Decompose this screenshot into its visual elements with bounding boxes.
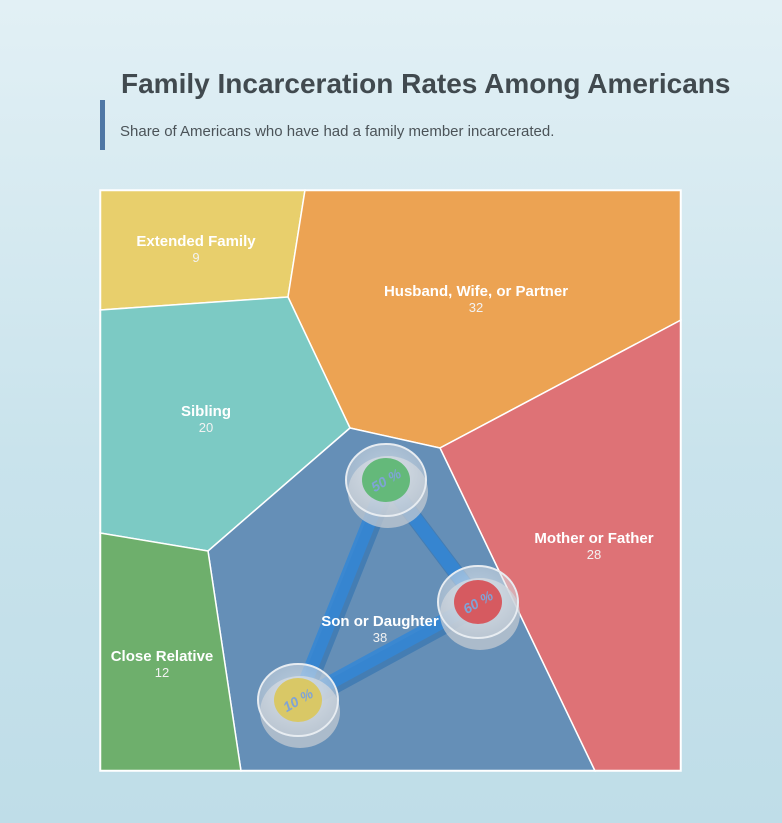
chart-frame <box>99 189 682 772</box>
cell-label-close-relative: Close Relative <box>111 648 214 665</box>
subtitle-accent-bar <box>100 100 105 150</box>
cell-value-extended-family: 9 <box>192 250 199 265</box>
cell-label-son-or-daughter: Son or Daughter <box>321 613 439 630</box>
network-node-10: 10 % <box>257 663 340 748</box>
network-node-60: 60 % <box>437 565 520 650</box>
cell-value-close-relative: 12 <box>155 665 169 680</box>
node-core <box>454 580 502 624</box>
cell-label-extended-family: Extended Family <box>136 233 256 250</box>
page-subtitle: Share of Americans who have had a family… <box>120 123 555 140</box>
cell-label-mother-or-father: Mother or Father <box>534 530 653 547</box>
cell-value-mother-or-father: 28 <box>587 547 601 562</box>
node-core <box>274 678 322 722</box>
network-node-50: 50 % <box>345 443 428 528</box>
cell-value-husband-wife-or-partner: 32 <box>469 300 483 315</box>
cell-label-sibling: Sibling <box>181 403 231 420</box>
cell-label-husband-wife-or-partner: Husband, Wife, or Partner <box>384 283 568 300</box>
cell-value-sibling: 20 <box>199 420 213 435</box>
cell-value-son-or-daughter: 38 <box>373 630 387 645</box>
cell-extended-family[interactable] <box>99 189 306 311</box>
node-core <box>362 458 410 502</box>
page-title: Family Incarceration Rates Among America… <box>121 68 731 99</box>
